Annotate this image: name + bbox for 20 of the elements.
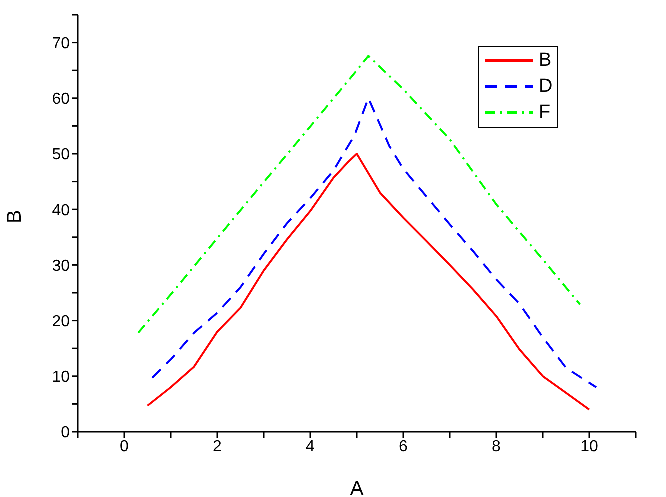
legend-label: B: [539, 50, 552, 72]
y-tick-label: 10: [52, 369, 70, 386]
y-tick-label: 30: [52, 258, 70, 275]
x-tick-label: 0: [120, 438, 130, 456]
x-tick-label: 4: [306, 438, 316, 456]
legend-label: F: [539, 102, 551, 124]
y-axis-title: B: [4, 210, 26, 224]
y-tick-label: 20: [52, 313, 70, 330]
y-tick-label: 40: [52, 202, 70, 220]
x-tick-label: 10: [580, 438, 598, 456]
line-series: [146, 153, 590, 411]
y-tick-label: 50: [52, 146, 70, 164]
x-tick-label: 2: [213, 438, 222, 456]
legend-label: D: [539, 76, 553, 98]
y-tick-label: 0: [61, 424, 70, 442]
y-tick-label: 70: [52, 35, 70, 52]
x-tick-label: 6: [399, 438, 408, 456]
y-tick-label: 60: [52, 91, 70, 108]
x-tick-label: 8: [492, 438, 502, 456]
x-axis-title: A: [350, 478, 364, 497]
